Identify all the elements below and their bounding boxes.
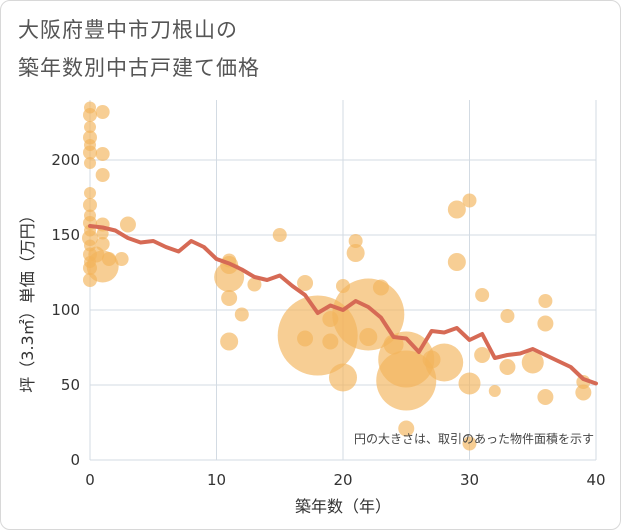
average-line-group [88,224,598,386]
bubble [346,244,365,262]
chart-title-line1: 大阪府豊中市刀根山の [18,18,238,42]
bubble [538,294,553,308]
y-tick-label: 0 [70,451,80,469]
size-note: 円の大きさは、取引のあった物件面積を示す [354,431,594,446]
bubble [247,277,262,292]
bubble [95,168,110,182]
bubble [297,275,314,291]
bubble [101,252,116,266]
x-tick-label: 20 [333,471,352,489]
bubble [83,108,97,122]
bubble [398,420,415,437]
bubble [83,145,97,160]
bubble [214,262,245,292]
bubble [425,343,464,382]
bubble [329,363,357,392]
bubble [462,193,477,208]
y-tick-label: 150 [51,226,80,244]
bubble [348,234,363,248]
bubble [332,278,405,351]
y-tick-label: 200 [51,151,80,169]
y-tick-label: 50 [61,376,80,394]
x-tick-label: 30 [460,471,479,489]
chart-title-line2: 築年数別中古戸建て価格 [18,56,260,80]
bubble [499,359,516,375]
bubble [488,385,501,397]
bubble [575,384,592,401]
bubble [84,187,96,199]
bubble [475,288,490,302]
bubble [376,350,437,411]
bubble [272,228,287,242]
x-axis-label: 築年数（年） [295,497,391,516]
bubble [95,147,110,161]
bubble [458,372,481,395]
bubble [114,252,129,266]
bubble [84,121,96,133]
bubble [474,347,491,363]
bubble [220,332,239,351]
bubble [521,351,544,374]
bubble [234,307,249,322]
x-tick-label: 0 [85,471,95,489]
ticks: 0 10 20 30 40 0 50 100 150 200 [51,151,605,489]
bubble [500,309,515,323]
y-axis-label: 坪（3.3㎡）単価（万円） [18,207,37,392]
bubble [447,200,466,219]
bubble [83,198,97,212]
bubble [84,157,96,169]
bubble [537,389,554,405]
bubble [359,328,378,346]
average-price-line [88,224,598,386]
bubble [462,436,477,451]
bubble [95,105,110,119]
y-tick-label: 100 [51,301,80,319]
x-tick-label: 40 [586,471,605,489]
bubble [447,253,466,271]
bubble [221,290,238,306]
bubble [322,333,339,350]
bubble [372,279,389,296]
bubble [537,315,554,332]
bubble [119,216,136,233]
bubble [96,227,109,240]
bubbles [82,101,592,451]
x-tick-label: 10 [207,471,226,489]
